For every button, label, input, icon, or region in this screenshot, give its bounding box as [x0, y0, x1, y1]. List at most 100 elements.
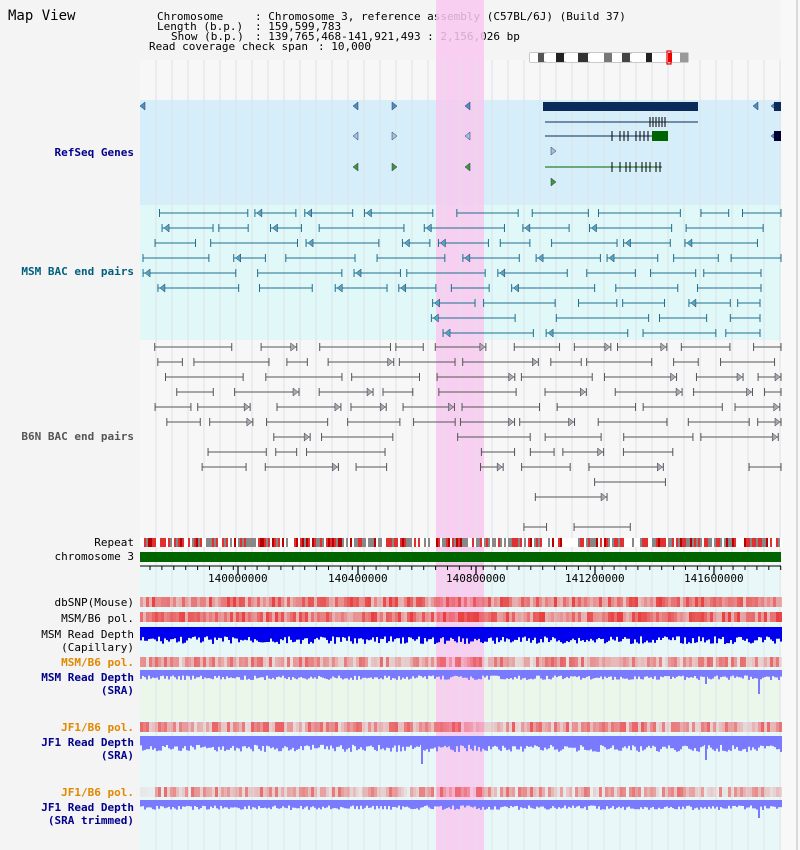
- polymorphism-cell: [632, 597, 635, 607]
- read-depth-bar: [596, 627, 598, 640]
- read-depth-bar: [408, 800, 410, 808]
- read-depth-bar: [528, 800, 530, 806]
- repeat-bar: [552, 538, 554, 547]
- read-depth-bar: [470, 627, 472, 642]
- polymorphism-cell: [173, 597, 176, 607]
- repeat-bar: [586, 538, 588, 547]
- repeat-bar: [696, 538, 698, 547]
- polymorphism-cell: [479, 722, 482, 732]
- repeat-bar: [152, 538, 154, 547]
- polymorphism-cell: [761, 612, 764, 622]
- polymorphism-cell: [335, 597, 338, 607]
- read-depth-bar: [548, 736, 550, 749]
- repeat-bar: [176, 538, 178, 547]
- polymorphism-cell: [365, 787, 368, 797]
- repeat-bar: [278, 538, 280, 547]
- read-depth-bar: [340, 800, 342, 807]
- read-depth-bar: [604, 670, 606, 677]
- read-depth-bar: [198, 627, 200, 638]
- read-depth-bar: [776, 736, 778, 750]
- polymorphism-cell: [755, 722, 758, 732]
- polymorphism-cell: [320, 722, 323, 732]
- read-depth-bar: [294, 627, 296, 642]
- read-depth-bar: [166, 670, 168, 677]
- polymorphism-cell: [254, 657, 257, 667]
- polymorphism-cell: [149, 612, 152, 622]
- b6n-bac-arrow: [670, 372, 676, 382]
- polymorphism-cell: [371, 597, 374, 607]
- polymorphism-cell: [338, 612, 341, 622]
- read-depth-bar: [228, 670, 230, 679]
- polymorphism-cell: [167, 787, 170, 797]
- polymorphism-cell: [371, 657, 374, 667]
- polymorphism-cell: [776, 722, 779, 732]
- polymorphism-cell: [236, 787, 239, 797]
- read-depth-bar: [174, 800, 176, 809]
- read-depth-bar: [770, 627, 772, 640]
- read-depth-bar: [456, 736, 458, 747]
- repeat-bar: [390, 538, 392, 547]
- read-depth-bar: [664, 627, 666, 637]
- read-depth-bar: [640, 627, 642, 637]
- read-depth-bar: [220, 627, 222, 639]
- read-depth-bar: [718, 670, 720, 680]
- polymorphism-cell: [305, 612, 308, 622]
- read-depth-bar: [296, 736, 298, 750]
- read-depth-bar: [390, 800, 392, 810]
- polymorphism-cell: [266, 597, 269, 607]
- repeat-bar: [460, 538, 462, 547]
- msm-bac-arrow: [336, 283, 343, 293]
- repeat-bar: [596, 538, 598, 547]
- repeat-bar: [580, 538, 582, 547]
- read-depth-bar: [774, 800, 776, 807]
- read-depth-bar: [432, 627, 434, 638]
- polymorphism-cell: [233, 657, 236, 667]
- read-depth-bar: [696, 800, 698, 808]
- repeat-bar: [216, 538, 218, 547]
- polymorphism-cell: [776, 657, 779, 667]
- read-depth-bar: [280, 736, 282, 752]
- read-depth-bar: [664, 800, 666, 808]
- read-depth-bar: [608, 670, 610, 677]
- read-depth-bar: [162, 627, 164, 644]
- track-label-jf1-b6-pol-1: JF1/B6 pol.: [61, 721, 134, 734]
- read-depth-bar: [452, 670, 454, 677]
- refseq-gene-arrow: [352, 162, 359, 172]
- polymorphism-cell: [623, 787, 626, 797]
- polymorphism-cell: [746, 722, 749, 732]
- read-depth-bar: [436, 736, 438, 752]
- read-depth-bar: [398, 670, 400, 677]
- read-depth-bar: [326, 800, 328, 808]
- read-depth-bar: [492, 800, 494, 810]
- polymorphism-cell: [326, 612, 329, 622]
- polymorphism-cell: [629, 657, 632, 667]
- read-depth-spike: [758, 670, 760, 694]
- polymorphism-cell: [356, 612, 359, 622]
- repeat-bar: [448, 538, 450, 547]
- read-depth-bar: [246, 736, 248, 749]
- polymorphism-cell: [269, 597, 272, 607]
- read-depth-bar: [564, 736, 566, 747]
- polymorphism-cell: [248, 657, 251, 667]
- repeat-bar: [204, 538, 206, 547]
- polymorphism-cell: [584, 787, 587, 797]
- read-depth-bar: [350, 627, 352, 642]
- read-depth-bar: [634, 670, 636, 677]
- read-depth-bar: [716, 670, 718, 676]
- polymorphism-cell: [200, 657, 203, 667]
- read-depth-bar: [676, 800, 678, 810]
- read-depth-bar: [572, 670, 574, 677]
- ideogram-band: [538, 53, 544, 62]
- read-depth-bar: [584, 800, 586, 807]
- b6n-bac-arrow: [774, 372, 781, 382]
- length-key: Length (b.p.): [157, 20, 244, 33]
- read-depth-bar: [272, 800, 274, 807]
- repeat-bar: [230, 538, 232, 547]
- repeat-bar: [610, 538, 612, 547]
- repeat-bar: [344, 538, 346, 547]
- repeat-bar: [262, 538, 264, 547]
- read-depth-bar: [464, 627, 466, 644]
- read-depth-bar: [744, 627, 746, 641]
- read-depth-bar: [650, 627, 652, 643]
